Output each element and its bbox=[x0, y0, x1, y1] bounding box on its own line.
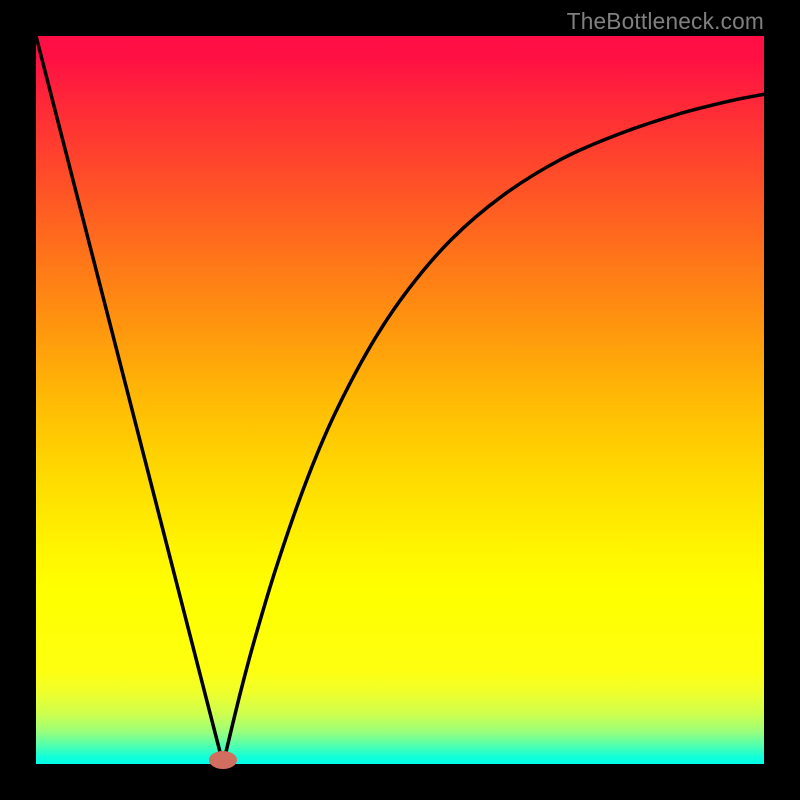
bottleneck-curve bbox=[0, 0, 800, 800]
curve-path bbox=[36, 36, 764, 764]
chart-container: TheBottleneck.com bbox=[0, 0, 800, 800]
optimal-marker bbox=[209, 751, 237, 769]
watermark-text: TheBottleneck.com bbox=[567, 8, 764, 35]
